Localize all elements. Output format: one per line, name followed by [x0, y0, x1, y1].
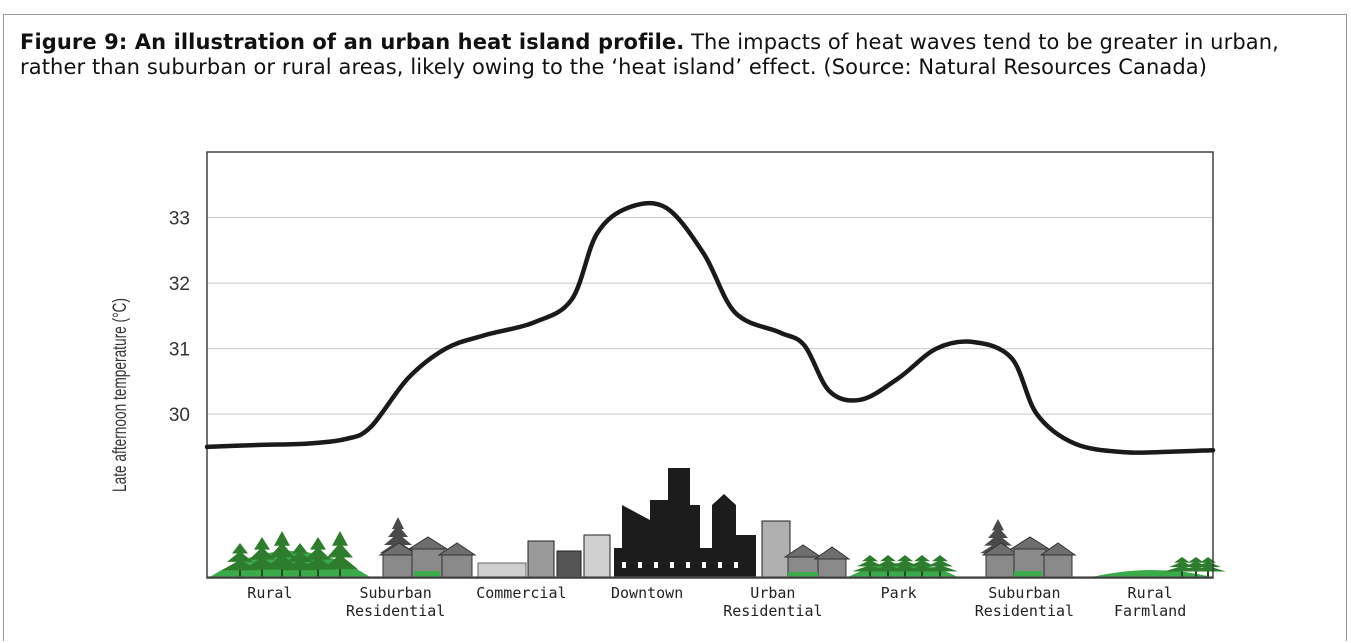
y-tick-label: 33 [169, 209, 190, 230]
pine-tree [388, 525, 408, 537]
house-roof [437, 542, 477, 556]
building-window [654, 562, 658, 568]
tree [914, 555, 930, 562]
x-category-label: Rural [247, 584, 292, 602]
tree [227, 551, 253, 562]
tree [1174, 557, 1190, 563]
tree [857, 560, 883, 567]
house-roof [783, 544, 823, 558]
house-roof [407, 536, 449, 550]
tree [880, 555, 896, 562]
building [761, 520, 791, 578]
x-category-label: Urban [750, 584, 795, 602]
building-window [622, 562, 626, 568]
house-roof [1009, 536, 1051, 550]
tree [927, 560, 953, 567]
y-tick-label: 30 [169, 405, 190, 426]
x-category-label: Suburban [360, 584, 432, 602]
figure-caption: Figure 9: An illustration of an urban he… [20, 30, 1330, 80]
landscape-illustration [207, 468, 1226, 578]
building [556, 550, 582, 578]
tree [1200, 557, 1216, 563]
house [382, 554, 416, 578]
lawn [1014, 571, 1042, 577]
y-tick-label: 32 [169, 274, 190, 295]
tree [892, 560, 918, 567]
grid-lines [207, 217, 1213, 415]
tree [322, 554, 358, 570]
tree [1190, 565, 1226, 572]
tree [232, 543, 248, 554]
plot-border [206, 151, 1214, 579]
x-category-label: Farmland [1114, 602, 1186, 620]
pine-tree [392, 517, 404, 529]
x-category-label: Commercial [476, 584, 566, 602]
lawn [414, 571, 440, 577]
tree [292, 543, 308, 554]
tree [1188, 557, 1204, 563]
x-category-label: Rural [1128, 584, 1173, 602]
building [527, 540, 555, 578]
building-window [638, 562, 642, 568]
pine-tree [384, 533, 412, 545]
downtown-skyline [614, 468, 756, 577]
caption-text: The impacts of heat waves tend to be gre… [20, 30, 1279, 79]
pine-tree [988, 526, 1008, 538]
tree [305, 547, 331, 560]
building [583, 534, 611, 578]
house-roof [813, 546, 851, 560]
x-category-label: Residential [346, 602, 445, 620]
house [985, 554, 1017, 578]
building [477, 562, 527, 578]
building-window [718, 562, 722, 568]
tree [310, 537, 326, 550]
building-window [734, 562, 738, 568]
x-category-label: Suburban [988, 584, 1060, 602]
x-category-label: Downtown [611, 584, 683, 602]
tree [897, 555, 913, 562]
y-tick-labels: 30 31 32 33 [169, 209, 190, 427]
y-axis-label: Late afternoon temperature (°C) [109, 298, 131, 492]
caption-label: Figure 9: An illustration of an urban he… [20, 30, 685, 54]
x-category-label: Residential [723, 602, 822, 620]
tree [254, 537, 270, 550]
tree [862, 555, 878, 562]
house-roof [1039, 542, 1077, 556]
building-window [702, 562, 706, 568]
y-tick-label: 31 [169, 340, 190, 361]
tree [332, 531, 348, 546]
tree [875, 560, 901, 567]
house [817, 558, 847, 578]
x-category-label: Residential [975, 602, 1074, 620]
pine-tree [984, 534, 1012, 546]
house-roof [981, 542, 1021, 556]
lawn [788, 572, 818, 577]
temperature-curve [204, 200, 1216, 455]
tree [269, 542, 295, 558]
tree [922, 565, 958, 572]
building-window [686, 562, 690, 568]
building-window [670, 562, 674, 568]
house [1043, 554, 1073, 578]
tree [1195, 561, 1221, 568]
tree [909, 560, 935, 567]
tree [274, 531, 290, 546]
tree [249, 547, 275, 560]
pine-tree [992, 519, 1004, 531]
tree [932, 555, 948, 562]
x-category-label: Park [881, 584, 917, 602]
house [441, 554, 473, 578]
tree [327, 542, 353, 558]
